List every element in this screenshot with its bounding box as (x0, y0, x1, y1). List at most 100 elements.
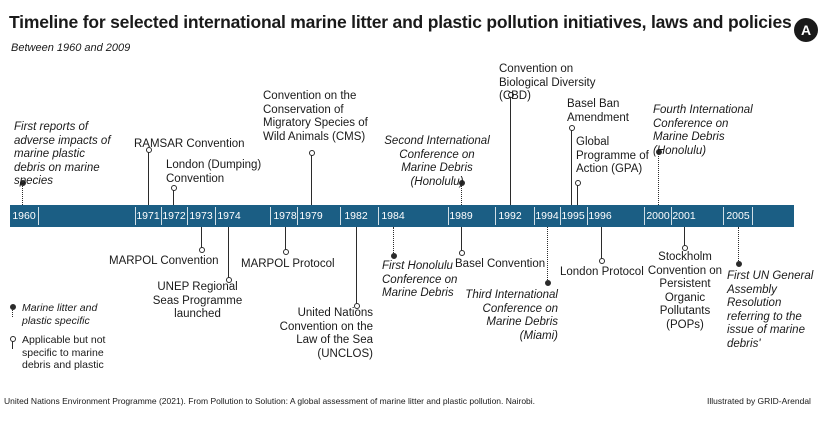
year-label-1972: 1972 (162, 210, 186, 222)
event-2005: First UN General Assembly Resolution ref… (727, 270, 814, 350)
chart-subtitle: Between 1960 and 2009 (11, 42, 131, 54)
event-1989-below: Basel Convention (455, 258, 546, 270)
year-separator (215, 207, 216, 225)
marker-1992 (508, 92, 514, 98)
marker-1996 (599, 258, 605, 264)
connector-1996 (601, 227, 602, 260)
marker-1973 (199, 247, 205, 253)
marker-1989-above (459, 180, 465, 186)
connector-1994 (547, 227, 548, 282)
event-2001: Stockholm Convention on Persistent Organ… (647, 251, 723, 331)
marker-1978 (283, 249, 289, 255)
connector-1974 (228, 227, 229, 279)
year-separator (297, 207, 298, 225)
legend-specific: Marine litter and plastic specific (22, 302, 98, 327)
year-separator (270, 207, 271, 225)
year-label-1971: 1971 (136, 210, 160, 222)
event-1996: London Protocol (560, 266, 644, 278)
year-label-1960: 1960 (12, 210, 36, 222)
year-label-1992: 1992 (498, 210, 522, 222)
legend-specific-line (12, 307, 13, 317)
connector-2000 (658, 152, 659, 205)
connector-1978 (285, 227, 286, 251)
event-1989-above: Second International Conference on Marin… (384, 135, 490, 188)
event-1982: United Nations Convention on the Law of … (279, 307, 373, 360)
marker-1995b (575, 180, 581, 186)
year-separator (161, 207, 162, 225)
year-label-1995: 1995 (561, 210, 585, 222)
marker-1972 (171, 185, 177, 191)
year-separator (560, 207, 561, 225)
marker-1984 (391, 253, 397, 259)
event-1995-ban: Basel Ban Amendment (567, 98, 630, 124)
year-separator (534, 207, 535, 225)
connector-1989-above (461, 183, 462, 205)
year-label-2005: 2005 (726, 210, 750, 222)
connector-1973 (201, 227, 202, 249)
legend-general: Applicable but not specific to marine de… (22, 334, 106, 371)
event-1973: MARPOL Convention (109, 255, 219, 267)
marker-2001 (682, 245, 688, 251)
year-separator (448, 207, 449, 225)
connector-1972 (173, 188, 174, 205)
year-separator (495, 207, 496, 225)
connector-1989-below (461, 227, 462, 252)
marker-1982 (354, 303, 360, 309)
event-1992: Convention on Biological Diversity (CBD) (499, 63, 596, 102)
connector-1971 (148, 150, 149, 205)
event-1979: Convention on the Conservation of Migrat… (263, 90, 368, 143)
year-label-1979: 1979 (299, 210, 323, 222)
legend-general-line (12, 339, 13, 349)
year-separator (378, 207, 379, 225)
year-label-2000: 2000 (646, 210, 670, 222)
connector-2001 (684, 227, 685, 247)
year-label-1974: 1974 (217, 210, 241, 222)
year-label-1984: 1984 (381, 210, 405, 222)
event-1994: Third International Conference on Marine… (465, 289, 558, 342)
event-1960: First reports of adverse impacts of mari… (14, 121, 111, 187)
year-separator (135, 207, 136, 225)
chart-title: Timeline for selected international mari… (9, 12, 792, 32)
legend-general-marker (10, 336, 16, 342)
connector-1979 (311, 153, 312, 205)
year-separator (340, 207, 341, 225)
credit: Illustrated by GRID-Arendal (707, 396, 811, 406)
connector-1995b (577, 183, 578, 205)
year-separator (587, 207, 588, 225)
year-separator (38, 207, 39, 225)
year-label-1996: 1996 (588, 210, 612, 222)
connector-1984 (393, 227, 394, 255)
event-2000: Fourth International Conference on Marin… (653, 104, 753, 157)
marker-1979 (309, 150, 315, 156)
year-label-2001: 2001 (672, 210, 696, 222)
year-separator (671, 207, 672, 225)
connector-1992 (510, 95, 511, 205)
year-separator (723, 207, 724, 225)
marker-2000 (656, 149, 662, 155)
event-1974: UNEP Regional Seas Programme launched (152, 281, 243, 320)
event-1995-gpa: Global Programme of Action (GPA) (576, 136, 649, 175)
year-separator (644, 207, 645, 225)
year-separator (752, 207, 753, 225)
event-1972: London (Dumping) Convention (166, 159, 262, 185)
year-label-1994: 1994 (535, 210, 559, 222)
marker-1989-below (459, 250, 465, 256)
connector-1982 (356, 227, 357, 305)
marker-1994 (545, 280, 551, 286)
year-separator (187, 207, 188, 225)
event-1984: First Honolulu Conference on Marine Debr… (382, 260, 458, 299)
connector-1995a (571, 128, 572, 205)
year-label-1989: 1989 (449, 210, 473, 222)
event-1978: MARPOL Protocol (241, 258, 335, 270)
source-citation: United Nations Environment Programme (20… (4, 396, 536, 406)
panel-badge: A (794, 18, 818, 42)
marker-1974 (226, 277, 232, 283)
connector-2005 (738, 227, 739, 263)
marker-2005 (736, 261, 742, 267)
connector-1960 (22, 183, 23, 205)
marker-1971 (146, 147, 152, 153)
marker-1960 (20, 180, 26, 186)
marker-1995a (569, 125, 575, 131)
legend-specific-marker (10, 304, 16, 310)
event-1971: RAMSAR Convention (134, 138, 245, 150)
